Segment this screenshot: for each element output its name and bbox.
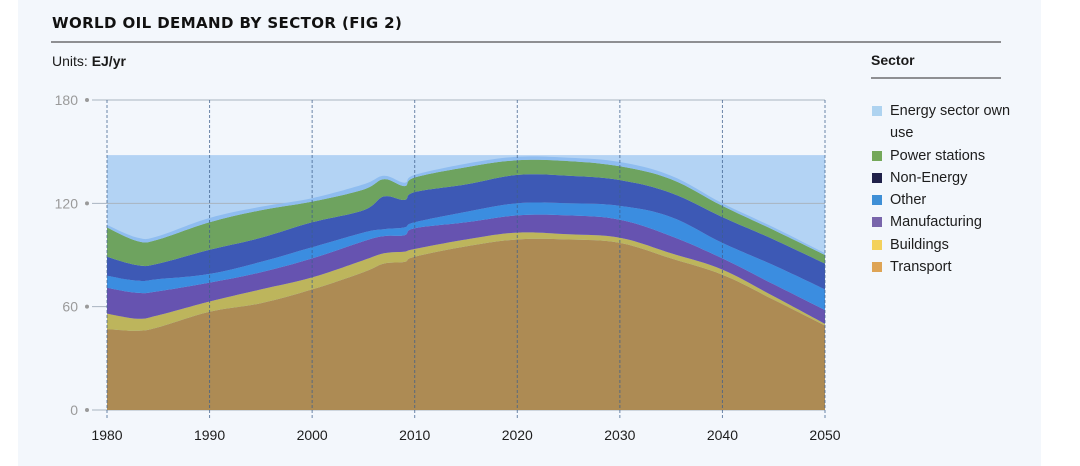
x-tick-label: 2000 — [297, 427, 328, 443]
x-tick-label: 2010 — [399, 427, 430, 443]
y-tick-dot — [85, 98, 89, 102]
legend-swatch — [872, 172, 882, 183]
legend-swatch — [872, 262, 882, 273]
y-tick-label: 180 — [55, 92, 79, 108]
legend-item: Buildings — [872, 234, 1012, 256]
x-tick-label: 2020 — [502, 427, 533, 443]
y-tick-dot — [85, 408, 89, 412]
legend-swatch — [872, 195, 882, 206]
legend-swatch — [872, 106, 882, 116]
legend-title: Sector — [871, 52, 915, 68]
x-tick-label: 2050 — [809, 427, 840, 443]
y-tick-label: 60 — [62, 299, 78, 315]
area-non-energy — [107, 174, 825, 290]
y-tick-dot — [85, 201, 89, 206]
legend-swatch — [872, 150, 882, 161]
legend-label: Other — [890, 192, 927, 209]
legend-label: Power stations — [890, 147, 986, 164]
x-tick-label: 1980 — [91, 427, 122, 443]
legend-item: Energy sector own use — [872, 100, 1012, 145]
area-transport — [107, 238, 825, 410]
legend-item: Power stations — [872, 145, 1012, 167]
vertical-gridlines — [106, 100, 826, 418]
x-tick-label: 2030 — [604, 427, 635, 443]
legend-swatch — [872, 239, 882, 250]
legend-swatch — [872, 217, 882, 228]
y-axis-ticks: 0 60 120 180 — [55, 92, 89, 418]
units-label: Units: EJ/yr — [52, 53, 126, 69]
y-tick-label: 120 — [55, 195, 79, 211]
y-tick-dot — [85, 304, 89, 309]
x-axis-ticks: 1980 1990 2000 2010 2020 2030 2040 2050 — [91, 427, 840, 443]
y-tick-label: 0 — [70, 402, 78, 418]
legend-item: Manufacturing — [872, 211, 1012, 233]
x-tick-label: 1990 — [194, 427, 225, 443]
legend: Energy sector own use Power stations Non-E… — [872, 100, 1012, 278]
chart-title: WORLD OIL DEMAND BY SECTOR (FIG 2) — [52, 14, 403, 32]
x-tick-label: 2040 — [707, 427, 738, 443]
area-power-stations — [107, 159, 825, 267]
legend-label: Buildings — [890, 236, 949, 253]
legend-label: Manufacturing — [890, 214, 982, 231]
legend-label: Non-Energy — [890, 169, 968, 186]
legend-item: Other — [872, 189, 1012, 211]
units-prefix: Units: — [52, 53, 88, 69]
legend-divider — [871, 77, 1001, 79]
units-value: EJ/yr — [91, 53, 126, 69]
legend-label: Transport — [890, 259, 952, 276]
legend-item: Transport — [872, 256, 1012, 278]
title-divider — [51, 41, 1001, 43]
legend-label: Energy sector own use — [890, 103, 1011, 142]
area-manufacturing — [107, 214, 825, 324]
legend-item: Non-Energy — [872, 167, 1012, 189]
area-series — [107, 156, 825, 410]
